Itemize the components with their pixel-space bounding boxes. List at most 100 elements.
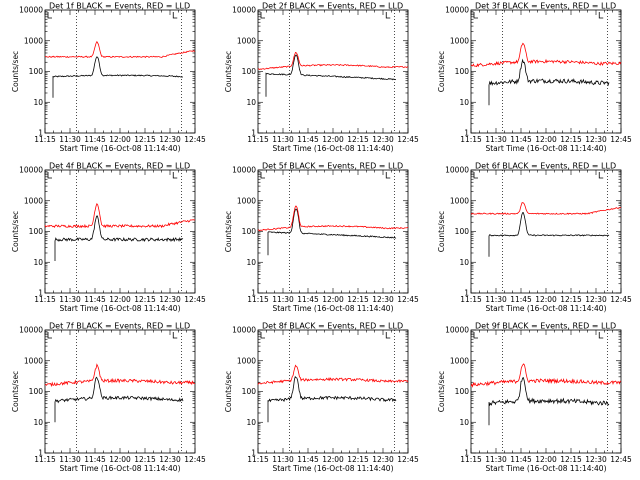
x-tick-label: 11:30 [59,135,81,144]
plot-frame [44,9,196,134]
series-black-events [488,377,610,426]
x-tick-label: 12:30 [372,455,394,464]
x-axis-label: Start Time (16-Oct-08 11:14:40) [485,464,606,473]
y-tick-label: 1 [251,449,256,458]
x-tick-label: 12:00 [535,455,557,464]
x-axis-label: Start Time (16-Oct-08 11:14:40) [272,144,393,153]
x-tick-label: 11:15 [247,455,269,464]
series-red-lld [470,363,622,388]
y-tick-label: 1000 [237,196,256,205]
panel-title: Det 8f BLACK = Events, RED = LLD [262,322,403,331]
detector-panel-2: Det 2f BLACK = Events, RED = LLD 1 10 100 10… [224,2,419,154]
corner-mark-left [260,172,265,179]
y-tick-label: 100 [455,67,470,76]
x-tick-label: 11:15 [460,135,482,144]
x-tick-label: 11:30 [272,455,294,464]
x-tick-label: 11:30 [272,295,294,304]
x-tick-label: 12:45 [397,455,419,464]
x-axis-label: Start Time (16-Oct-08 11:14:40) [59,464,180,473]
x-tick-label: 12:00 [109,455,131,464]
y-tick-label: 1 [251,289,256,298]
corner-mark-left [47,332,52,339]
x-tick-label: 11:15 [34,295,56,304]
x-tick-label: 11:30 [485,455,507,464]
y-tick-label: 1000 [450,196,469,205]
plot-frame [470,9,622,134]
y-tick-label: 1000 [450,356,469,365]
y-tick-label: 10000 [445,6,469,15]
y-tick-label: 10 [33,258,43,267]
corner-mark-right [172,12,178,19]
x-tick-label: 12:15 [134,455,156,464]
series-black-events [267,375,397,423]
detector-panel-4: Det 4f BLACK = Events, RED = LLD 1 10 100 10… [11,162,206,314]
corner-mark-right [385,332,391,339]
y-axis-label: Counts/sec [11,51,20,92]
series-red-lld [257,364,409,385]
y-tick-label: 100 [242,67,257,76]
series-red-lld [470,42,622,68]
y-tick-label: 1 [464,289,469,298]
x-tick-label: 11:15 [460,455,482,464]
series-red-lld [44,203,195,229]
x-tick-label: 12:15 [347,455,369,464]
detector-panel-5: Det 5f BLACK = Events, RED = LLD 1 10 100 10… [224,162,419,314]
x-tick-label: 12:15 [347,295,369,304]
y-tick-label: 1 [464,129,469,138]
detector-panel-7: Det 7f BLACK = Events, RED = LLD 1 10 100 10… [11,322,206,474]
corner-mark-left [473,12,478,19]
plot-frame [257,329,409,454]
x-tick-label: 12:15 [347,135,369,144]
x-tick-label: 11:30 [272,135,294,144]
corner-mark-right [172,172,178,179]
plot-frame [257,9,409,134]
y-tick-label: 100 [29,227,44,236]
corner-mark-left [47,12,52,19]
y-tick-label: 10 [459,258,469,267]
x-axis-label: Start Time (16-Oct-08 11:14:40) [272,304,393,313]
x-axis-label: Start Time (16-Oct-08 11:14:40) [485,144,606,153]
series-black-events [488,212,610,257]
y-tick-label: 10000 [445,166,469,175]
series-black-events [54,376,184,423]
y-tick-label: 1000 [450,36,469,45]
x-tick-label: 12:45 [610,455,632,464]
y-axis-label: Counts/sec [224,51,233,92]
x-tick-label: 12:15 [560,295,582,304]
x-tick-label: 11:45 [510,455,532,464]
x-tick-label: 12:00 [322,295,344,304]
x-tick-label: 12:30 [585,295,607,304]
x-tick-label: 12:30 [585,455,607,464]
x-tick-label: 12:15 [134,295,156,304]
x-axis-label: Start Time (16-Oct-08 11:14:40) [59,144,180,153]
y-tick-label: 1 [38,129,43,138]
y-tick-label: 10 [459,98,469,107]
y-tick-label: 10000 [232,326,256,335]
y-tick-label: 10000 [232,166,256,175]
x-tick-label: 12:45 [397,135,419,144]
x-tick-label: 12:30 [159,455,181,464]
series-black-events [52,56,183,98]
x-tick-label: 12:45 [184,295,206,304]
detector-panel-8: Det 8f BLACK = Events, RED = LLD 1 10 100 10… [224,322,419,474]
x-tick-label: 12:00 [322,135,344,144]
corner-mark-right [598,12,604,19]
panel-title: Det 5f BLACK = Events, RED = LLD [262,162,403,171]
series-black-events [54,215,184,261]
y-tick-label: 10 [459,418,469,427]
y-tick-label: 10 [246,418,256,427]
series-red-lld [257,51,409,70]
y-tick-label: 10 [246,258,256,267]
plot-frame [257,169,409,294]
corner-mark-left [47,172,52,179]
y-tick-label: 1 [251,129,256,138]
y-tick-label: 100 [242,227,257,236]
x-tick-label: 11:30 [59,455,81,464]
x-tick-label: 12:45 [184,135,206,144]
x-tick-label: 12:30 [585,135,607,144]
x-tick-label: 12:15 [134,135,156,144]
y-tick-label: 10000 [19,6,43,15]
series-black-events [488,58,610,106]
plot-frame [470,329,622,454]
y-tick-label: 10000 [232,6,256,15]
